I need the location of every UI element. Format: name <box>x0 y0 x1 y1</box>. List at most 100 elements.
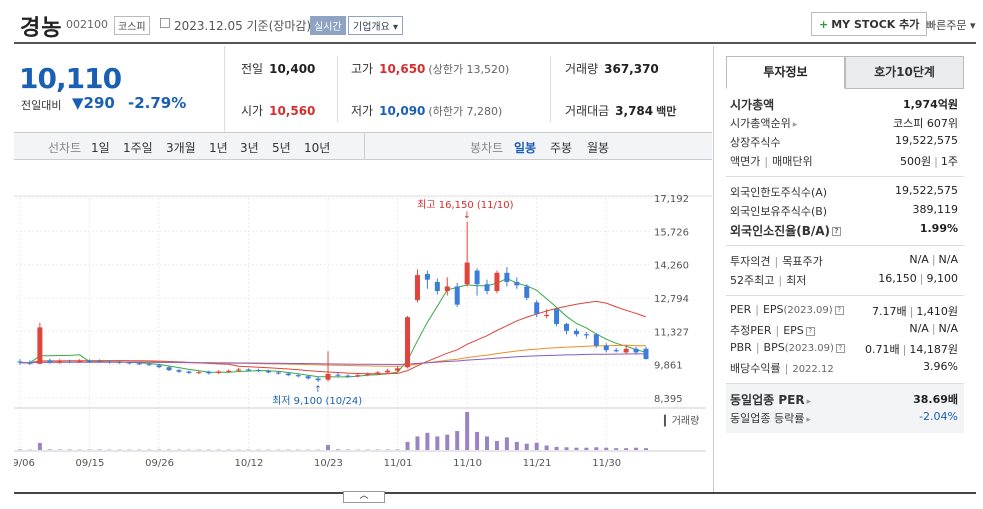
market-cap-label: 시가총액 <box>730 98 775 112</box>
market-badge: 코스피 <box>114 16 150 35</box>
info-row: 액면가 | 매매단위 500원 | 1주 <box>730 151 964 170</box>
candle-chart-title: 봉차트 <box>470 141 504 155</box>
target-value: N/A <box>938 253 958 266</box>
price-summary: 10,110 전일대비 ▼290 -2.79% <box>14 46 224 132</box>
candle-body <box>514 281 520 286</box>
help-icon[interactable]: ? <box>805 326 815 336</box>
high-label: 고가 <box>351 62 374 76</box>
company-info-button[interactable]: 기업개요 ▾ <box>348 16 403 35</box>
candle-body <box>444 286 450 292</box>
industry-rate-label: 동일업종 등락률 <box>730 412 805 425</box>
candle-daily[interactable]: 일봉 <box>514 141 537 155</box>
est-eps-label: EPS <box>783 324 804 337</box>
candle-body <box>454 286 460 305</box>
period-3m[interactable]: 3개월 <box>166 141 196 155</box>
y-tick-label: 9,861 <box>654 361 683 372</box>
industry-per-label: 동일업종 PER <box>730 393 805 407</box>
y-tick-label: 14,260 <box>654 261 689 272</box>
per-label: PER <box>730 303 752 316</box>
candle-body <box>573 330 579 335</box>
market-cap-value: 1,974억원 <box>902 98 958 111</box>
current-price: 10,110 <box>19 62 122 95</box>
candle-body <box>236 369 242 371</box>
info-row: 외국인보유주식수(B) 389,119 <box>730 201 964 220</box>
trade-unit-label: 매매단위 <box>772 155 813 168</box>
candle-body <box>385 370 391 373</box>
period-10y[interactable]: 10년 <box>304 141 331 155</box>
per-eps-value: 7.17배 | 1,410원 <box>872 303 958 319</box>
volume-bar <box>514 441 519 450</box>
period-1d[interactable]: 1일 <box>91 141 110 155</box>
divider: | <box>931 322 936 335</box>
dividend-label-group: 배당수익률 | 2022.12 <box>730 360 834 376</box>
period-5y[interactable]: 5년 <box>272 141 291 155</box>
volume-label: 거래량 <box>565 62 599 76</box>
divider: | <box>934 155 938 168</box>
market-cap-rank-label: 시가총액순위 <box>730 117 791 130</box>
high-annotation: 최고 16,150 (11/10) <box>417 199 513 211</box>
divider: | <box>778 274 783 287</box>
dividend-date: 2022.12 <box>792 364 834 375</box>
amount-label: 거래대금 <box>565 104 610 118</box>
x-tick-label: 09/26 <box>145 458 174 469</box>
w52-high-label: 52주최고 <box>730 274 775 287</box>
info-row: 시가총액순위 ▸ 코스피 607위 <box>730 113 964 132</box>
lower-limit: (하한가 7,280) <box>428 105 503 118</box>
candle-body <box>116 361 122 363</box>
info-row: 시가총액 1,974억원 <box>730 94 964 113</box>
x-tick-label: 11/30 <box>592 458 621 469</box>
candle-body <box>136 363 142 365</box>
opinion-value: N/A <box>909 253 929 266</box>
help-icon[interactable]: ? <box>835 343 845 353</box>
period-1y[interactable]: 1년 <box>209 141 228 155</box>
candle-body <box>564 323 570 331</box>
realtime-button[interactable]: 실시간 <box>310 16 346 35</box>
market-cap-rank-link[interactable]: 시가총액순위 ▸ <box>730 115 797 131</box>
info-group-industry: 동일업종 PER ▸ 38.69배 동일업종 등락률 ▸ -2.04% <box>726 384 964 433</box>
candle-weekly[interactable]: 주봉 <box>550 141 573 155</box>
help-icon[interactable]: ? <box>832 227 842 236</box>
volume-bar <box>594 447 599 450</box>
mystock-add-label: MY STOCK 추가 <box>831 18 920 31</box>
bottom-divider <box>14 492 976 494</box>
quick-order-button[interactable]: 빠른주문 ▾ <box>926 19 976 32</box>
industry-per-link[interactable]: 동일업종 PER ▸ <box>730 391 811 408</box>
volume-bar <box>614 448 619 450</box>
collapse-button[interactable]: ︿ <box>343 491 385 503</box>
help-icon[interactable]: ? <box>834 305 844 315</box>
candle-body <box>255 370 261 372</box>
volume-bar <box>455 431 460 450</box>
open-value: 10,560 <box>269 104 316 118</box>
arrow-up-icon: ↑ <box>314 385 322 395</box>
candle-body <box>216 371 222 373</box>
trade-unit-value: 1주 <box>940 155 958 168</box>
foreign-ratio-link[interactable]: 외국인소진율(B/A)? <box>730 222 842 239</box>
info-list: 시가총액 1,974억원 시가총액순위 ▸ 코스피 607위 상장주식수 19,522,… <box>726 89 964 433</box>
tab-invest-info[interactable]: 투자정보 <box>726 56 845 89</box>
industry-rate-link[interactable]: 동일업종 등락률 ▸ <box>730 410 811 426</box>
tab-order-book[interactable]: 호가10단계 <box>845 56 964 89</box>
price-chart[interactable]: 17,192 15,726 14,260 12,794 11,327 9,861 8,395… <box>14 180 712 472</box>
volume-bar <box>564 447 569 450</box>
candle-monthly[interactable]: 월봉 <box>587 141 610 155</box>
volume-bar <box>574 447 579 450</box>
ma-line-120 <box>19 353 646 366</box>
stock-header: 경농 002100 코스피 2023.12.05 기준(장마감) 실시간 기업개… <box>14 0 976 44</box>
candle-body <box>315 378 321 381</box>
volume-stat: 거래량 367,370 <box>565 60 659 77</box>
date-text: 2023.12.05 기준(장마감) <box>174 19 312 33</box>
candle-body <box>464 262 470 285</box>
volume-bar <box>604 447 609 450</box>
volume-bar <box>544 445 549 450</box>
open-label: 시가 <box>241 104 264 118</box>
y-tick-label: 15,726 <box>654 227 689 238</box>
opinion-target-value: N/A | N/A <box>909 253 958 266</box>
volume-bar <box>494 440 499 450</box>
candle-body <box>186 371 192 373</box>
period-3y[interactable]: 3년 <box>240 141 259 155</box>
y-tick-label: 11,327 <box>654 327 689 338</box>
candle-body <box>554 309 560 324</box>
mystock-add-button[interactable]: + MY STOCK 추가 <box>811 12 928 36</box>
low-value: 10,090 <box>379 104 426 118</box>
period-1w[interactable]: 1주일 <box>123 141 153 155</box>
